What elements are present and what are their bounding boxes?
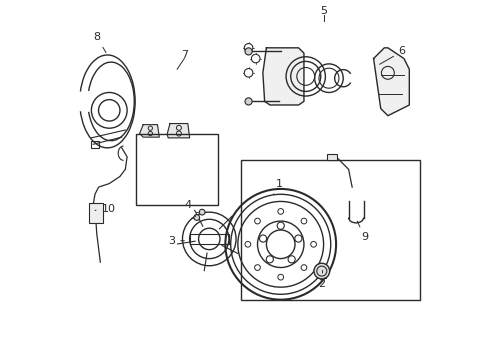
Text: 7: 7 — [181, 50, 188, 60]
Polygon shape — [167, 123, 190, 138]
Bar — [327, 154, 337, 160]
Circle shape — [245, 44, 253, 52]
Text: 9: 9 — [357, 221, 368, 242]
Text: 8: 8 — [93, 32, 106, 53]
Circle shape — [245, 48, 252, 55]
Bar — [136, 134, 218, 205]
Circle shape — [199, 209, 205, 215]
Text: 4: 4 — [184, 200, 196, 216]
Text: 6: 6 — [380, 46, 406, 64]
Bar — [89, 203, 103, 223]
Circle shape — [251, 54, 260, 63]
Text: 2: 2 — [318, 270, 325, 289]
Polygon shape — [373, 48, 409, 116]
Polygon shape — [263, 48, 304, 105]
Circle shape — [314, 263, 330, 279]
Text: 1: 1 — [273, 179, 282, 194]
Circle shape — [245, 68, 253, 77]
Bar — [242, 160, 420, 300]
Circle shape — [245, 98, 252, 105]
Text: 5: 5 — [320, 6, 327, 17]
Polygon shape — [140, 125, 159, 137]
Bar — [190, 234, 229, 244]
Circle shape — [194, 215, 199, 220]
Text: 3: 3 — [168, 236, 184, 246]
Text: 10: 10 — [95, 203, 116, 213]
Bar — [91, 141, 98, 148]
